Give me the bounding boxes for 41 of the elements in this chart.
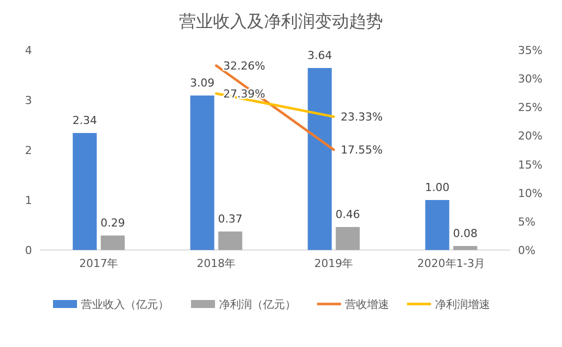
legend-label: 净利润（亿元） [219,298,296,311]
y-tick-label: 4 [25,44,32,57]
y2-tick-label: 35% [518,44,542,57]
y2-tick-label: 5% [518,215,536,228]
bar [100,236,125,250]
x-tick-label: 2020年1-3月 [417,257,486,270]
bar [425,200,450,250]
y-tick-label: 3 [25,94,32,107]
data-label: 32.26% [223,60,266,73]
data-label: 23.33% [340,110,383,124]
bar [190,96,214,250]
data-label: 3.09 [190,76,214,90]
legend-label: 营业收入（亿元） [81,298,169,311]
bar [218,232,242,250]
y2-tick-label: 25% [518,101,542,114]
data-label: 0.37 [218,212,242,226]
y2-tick-label: 10% [518,186,542,200]
legend-label: 净利润增速 [435,298,490,311]
data-label: 2.34 [72,114,97,127]
x-tick-label: 2019年 [314,257,354,270]
chart-title: 营业收入及净利润变动趋势 [179,12,383,32]
data-label: 0.46 [336,208,360,221]
data-label: 1.00 [425,181,450,194]
data-label: 0.08 [453,227,478,240]
legend-label: 营收增速 [345,298,389,311]
y2-tick-label: 15% [518,158,542,172]
bar [336,227,360,250]
bar [453,246,478,250]
x-tick-label: 2018年 [196,257,236,270]
y-tick-label: 1 [25,194,32,207]
data-label: 0.29 [100,216,125,230]
data-label: 3.64 [308,49,332,62]
y-tick-label: 2 [25,144,32,157]
data-label: 17.55% [340,144,383,157]
y2-tick-label: 0% [518,244,536,257]
bar [72,133,97,250]
y2-tick-label: 20% [518,130,542,143]
bar [308,68,332,250]
y-tick-label: 0 [25,244,32,257]
x-tick-label: 2017年 [79,257,118,270]
y2-tick-label: 30% [518,72,542,86]
